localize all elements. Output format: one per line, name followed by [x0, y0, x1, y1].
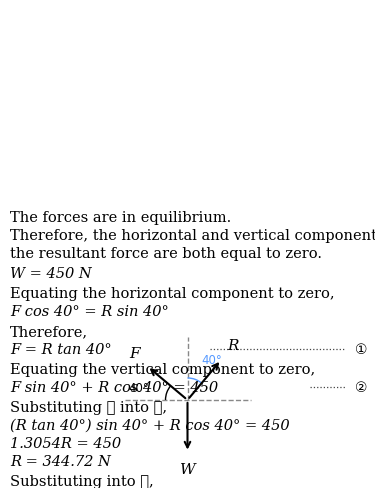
Text: W: W — [180, 463, 195, 476]
Text: The forces are in equilibrium.: The forces are in equilibrium. — [10, 210, 231, 224]
Text: F cos 40° = R sin 40°: F cos 40° = R sin 40° — [10, 305, 169, 318]
Text: Therefore, the horizontal and vertical components of: Therefore, the horizontal and vertical c… — [10, 228, 375, 243]
Text: F sin 40° + R cos 40° = 450: F sin 40° + R cos 40° = 450 — [10, 380, 218, 394]
Text: the resultant force are both equal to zero.: the resultant force are both equal to ze… — [10, 246, 322, 261]
Text: R = 344.72 N: R = 344.72 N — [10, 454, 111, 468]
Text: (R tan 40°) sin 40° + R cos 40° = 450: (R tan 40°) sin 40° + R cos 40° = 450 — [10, 418, 290, 432]
Text: Equating the horizontal component to zero,: Equating the horizontal component to zer… — [10, 286, 334, 301]
Text: Equating the vertical component to zero,: Equating the vertical component to zero, — [10, 362, 315, 376]
Text: 40°: 40° — [129, 381, 149, 394]
Text: W = 450 N: W = 450 N — [10, 266, 92, 281]
Text: 40°: 40° — [202, 353, 222, 366]
Text: Substituting ① into ②,: Substituting ① into ②, — [10, 400, 167, 414]
Text: 1.3054R = 450: 1.3054R = 450 — [10, 436, 121, 450]
Text: ①: ① — [355, 342, 367, 356]
Text: F = R tan 40°: F = R tan 40° — [10, 342, 112, 356]
Text: Substituting into ①,: Substituting into ①, — [10, 474, 154, 488]
Text: ②: ② — [355, 380, 367, 394]
Text: R: R — [228, 338, 239, 352]
Text: F: F — [129, 346, 140, 360]
Text: Therefore,: Therefore, — [10, 325, 88, 338]
